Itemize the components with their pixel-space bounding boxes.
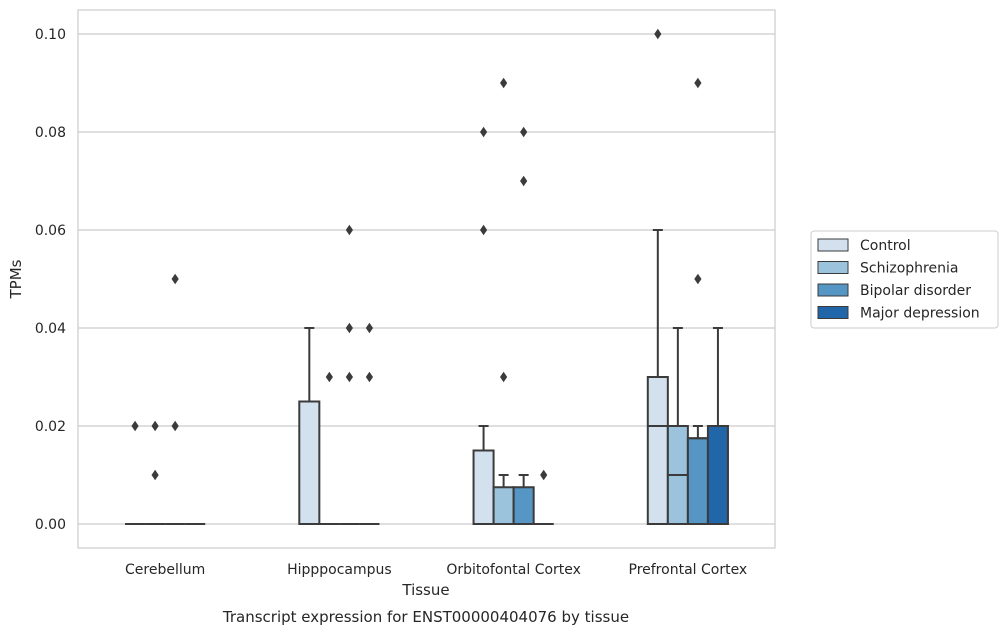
outlier-point: [694, 77, 702, 89]
outlier-point: [345, 322, 353, 334]
legend-frame: [810, 230, 999, 329]
outlier-point: [500, 77, 508, 89]
outlier-point: [694, 273, 702, 285]
y-tick-label: 0.06: [35, 223, 66, 239]
outlier-point: [500, 371, 508, 383]
outlier-point: [151, 469, 159, 481]
legend-label: Major depression: [860, 306, 980, 322]
outlier-point: [171, 273, 179, 285]
box-3-2: [686, 77, 709, 525]
box-1-3: [359, 322, 380, 525]
y-axis-ticks: 0.00 0.02 0.04 0.06 0.08 0.10: [35, 27, 66, 533]
outlier-point: [171, 420, 179, 432]
x-tick-label: Orbitofontal Cortex: [446, 562, 581, 578]
outlier-point: [151, 420, 159, 432]
outlier-point: [540, 469, 548, 481]
x-tick-label: Prefrontal Cortex: [629, 562, 748, 578]
outlier-point: [520, 126, 528, 138]
box-0-2: [165, 273, 186, 525]
box-body: [646, 376, 669, 525]
legend: Control Schizophrenia Bipolar disorder Majo…: [810, 230, 999, 329]
box-2-3: [533, 469, 554, 525]
outlier-point: [654, 28, 662, 40]
y-tick-label: 0.00: [35, 517, 66, 533]
box-1-0: [298, 327, 321, 525]
x-tick-label: Hipppocampus: [287, 562, 392, 578]
box-1-1: [319, 371, 340, 525]
box-body: [298, 400, 321, 525]
legend-swatch: [817, 306, 849, 319]
outlier-point: [345, 224, 353, 236]
legend-swatch: [817, 261, 849, 274]
box-3-3: [706, 327, 729, 525]
legend-swatch: [817, 283, 849, 297]
box-2-1: [492, 77, 515, 525]
legend-label: Bipolar disorder: [860, 283, 971, 299]
x-axis-ticks: Cerebellum Hipppocampus Orbitofontal Corte…: [125, 562, 747, 578]
plot-frame: [77, 9, 776, 549]
box-body: [512, 486, 535, 525]
box-2-0: [472, 126, 495, 525]
x-axis-label: Tissue: [401, 581, 449, 599]
y-tick-label: 0.04: [35, 321, 66, 337]
box-2-2: [512, 126, 535, 525]
box-body: [492, 486, 515, 525]
outlier-point: [520, 175, 528, 187]
outlier-point: [479, 224, 488, 236]
legend-label: Schizophrenia: [860, 261, 958, 277]
box-body: [706, 425, 729, 525]
outlier-point: [345, 371, 353, 383]
outlier-point: [365, 322, 374, 334]
legend-label: Control: [860, 238, 911, 254]
outlier-point: [479, 126, 488, 138]
plot-boxes: [125, 28, 729, 525]
y-tick-label: 0.02: [35, 419, 66, 435]
y-tick-label: 0.10: [35, 27, 66, 43]
outlier-point: [131, 420, 139, 432]
box-3-1: [666, 327, 689, 525]
legend-swatch: [817, 238, 849, 252]
box-0-0: [125, 420, 146, 525]
y-tick-label: 0.08: [35, 125, 66, 141]
outlier-point: [325, 371, 333, 383]
chart-caption: Transcript expression for ENST0000040407…: [222, 608, 629, 626]
box-body: [472, 449, 495, 525]
x-tick-label: Cerebellum: [125, 562, 205, 578]
box-1-2: [339, 224, 360, 525]
box-body: [686, 437, 709, 525]
box-0-1: [145, 420, 166, 525]
y-axis-label: TPMs: [7, 259, 25, 299]
outlier-point: [365, 371, 374, 383]
box-3-0: [646, 28, 669, 525]
